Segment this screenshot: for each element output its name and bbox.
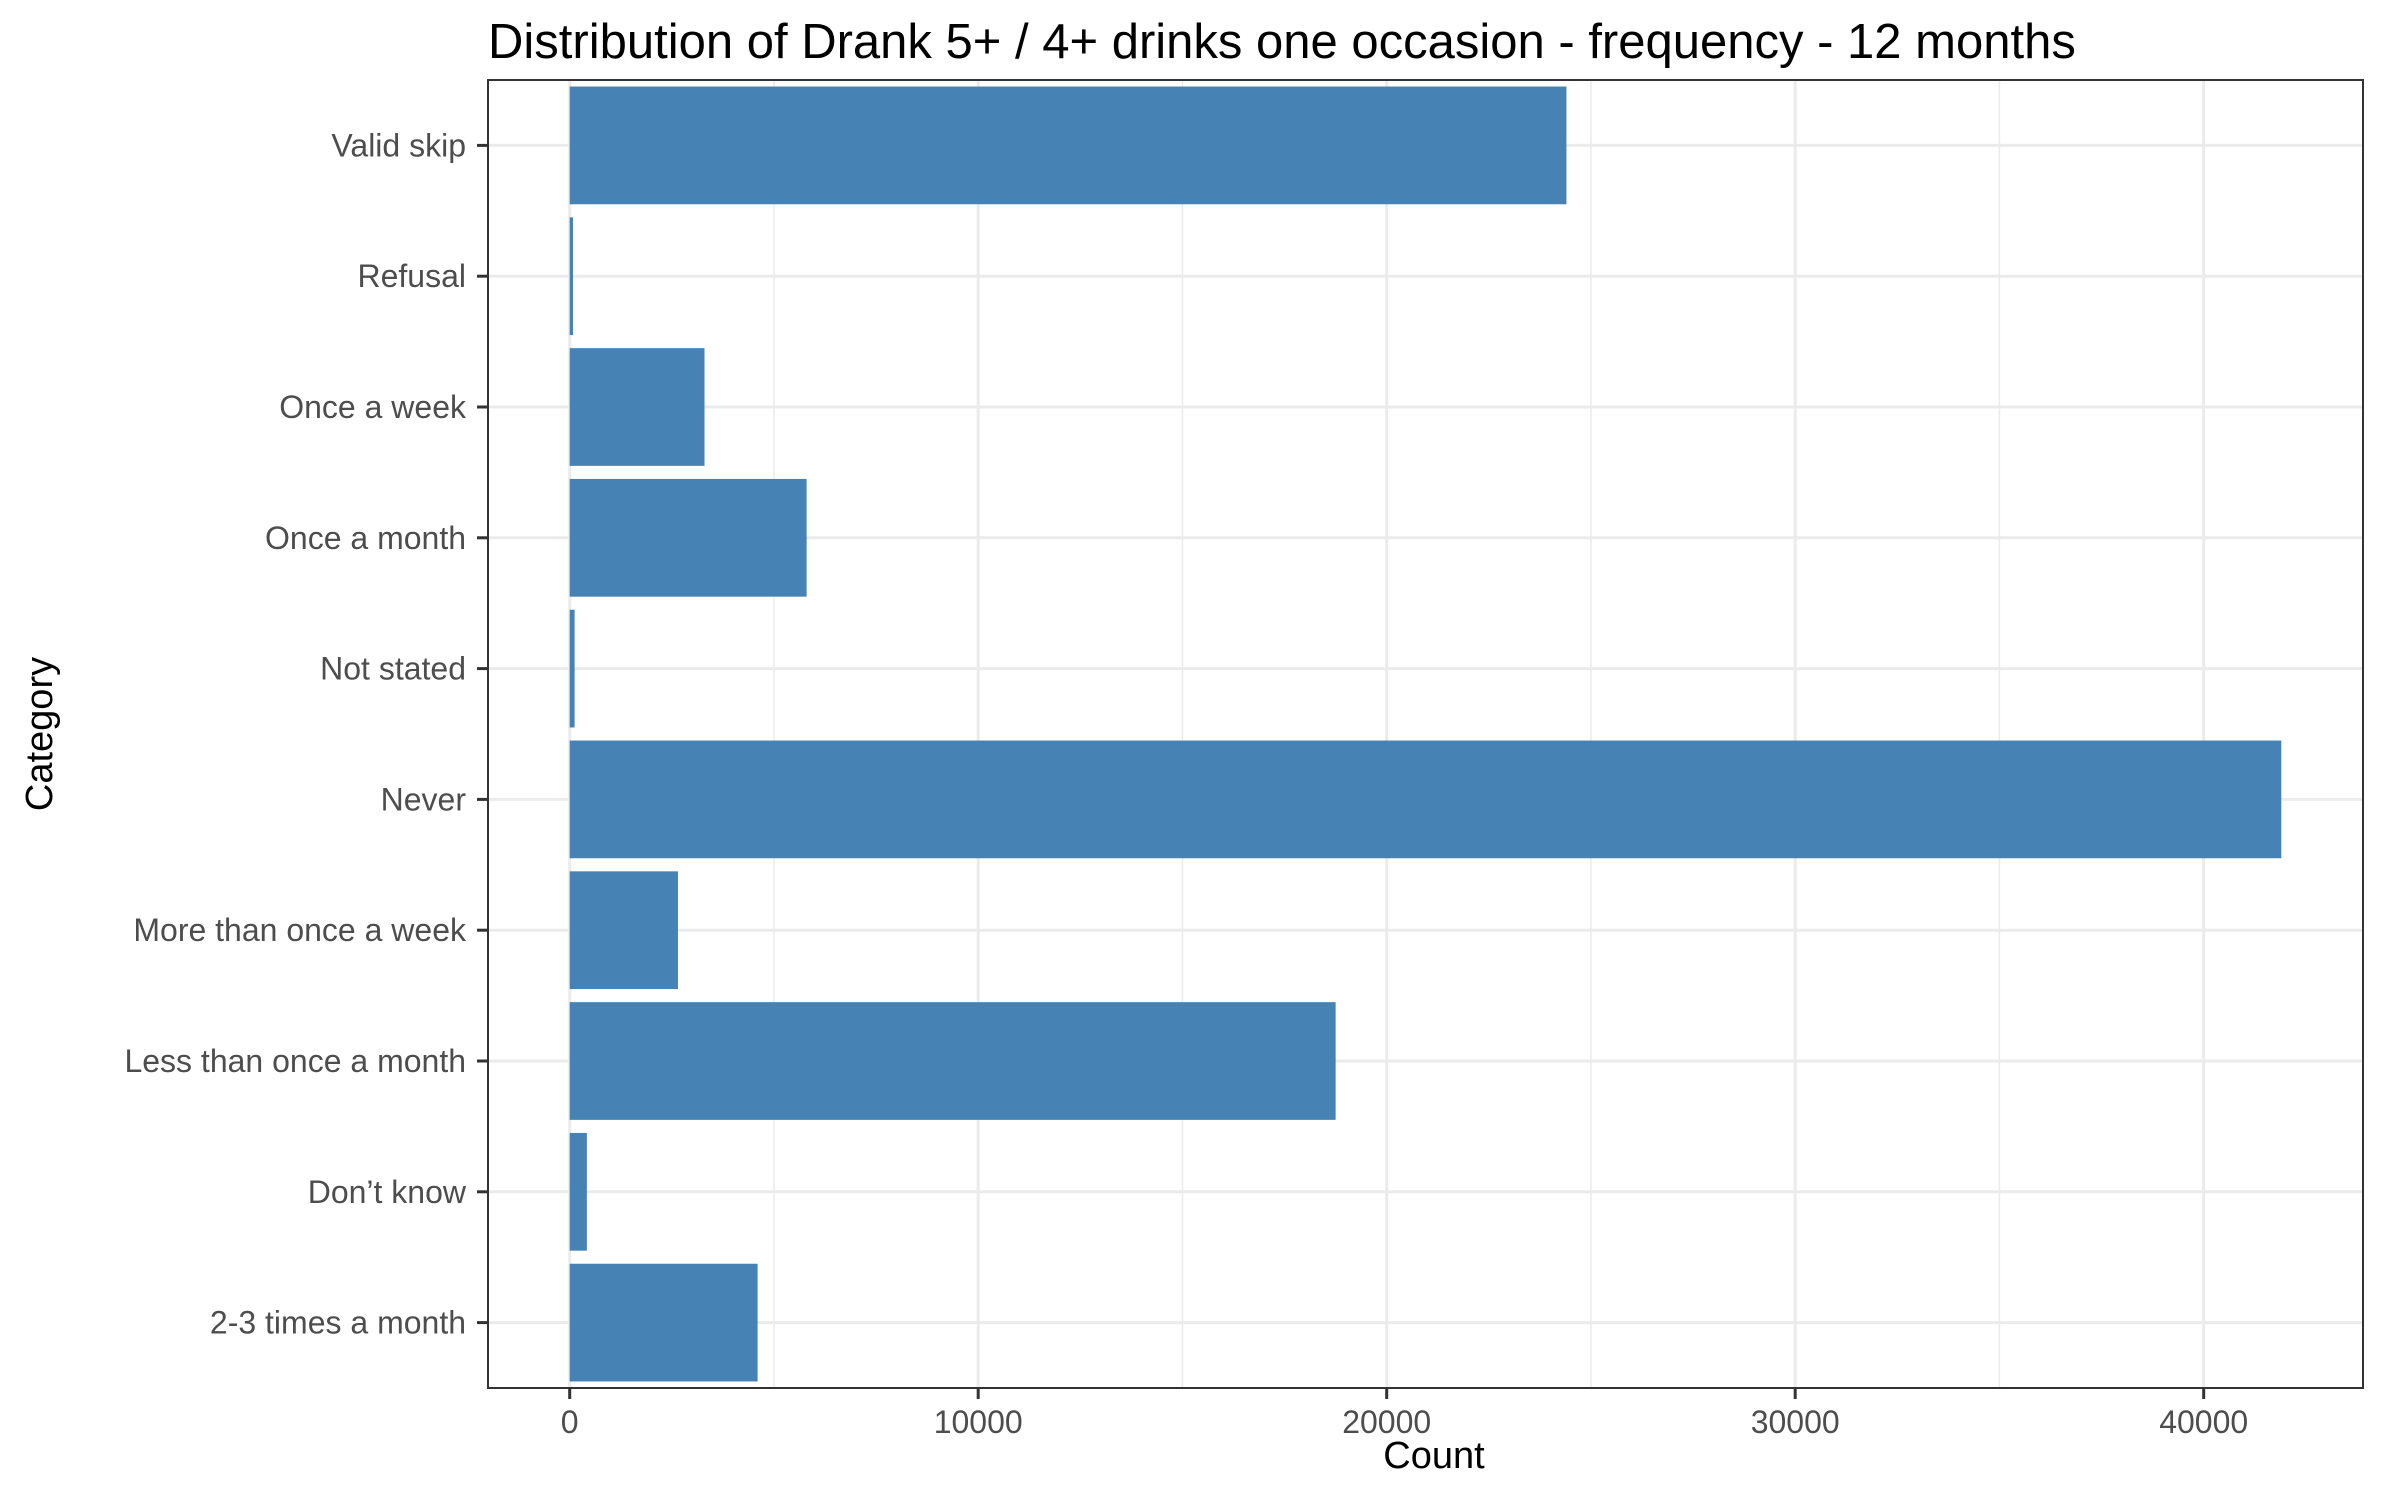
y-tick-label: 2-3 times a month xyxy=(210,1305,466,1341)
grid-lines xyxy=(488,80,2363,1388)
y-tick-label: Valid skip xyxy=(331,127,466,163)
y-axis: Valid skip Refusal Once a week Once a month… xyxy=(124,127,488,1341)
y-tick-label: Less than once a month xyxy=(124,1043,466,1079)
bar xyxy=(569,740,2282,859)
x-tick-label: 10000 xyxy=(934,1404,1023,1440)
y-tick-label: Never xyxy=(381,781,467,817)
chart-title: Distribution of Drank 5+ / 4+ drinks one… xyxy=(488,15,2076,69)
x-tick-label: 40000 xyxy=(2159,1404,2248,1440)
bars xyxy=(569,86,2282,1382)
bar xyxy=(569,1263,758,1382)
bar xyxy=(569,871,678,990)
y-tick-label: Refusal xyxy=(358,258,467,294)
bar xyxy=(569,1132,587,1251)
y-tick-label: Don’t know xyxy=(308,1174,467,1210)
y-tick-label: More than once a week xyxy=(133,912,467,948)
y-tick-label: Once a month xyxy=(265,520,466,556)
plot-panel-border xyxy=(487,79,2364,1389)
y-tick-label: Not stated xyxy=(320,651,466,687)
bar xyxy=(569,478,807,597)
bar xyxy=(569,86,1567,205)
x-axis-title: Count xyxy=(1383,1435,1485,1477)
x-tick-label: 0 xyxy=(561,1404,579,1440)
x-tick-label: 30000 xyxy=(1751,1404,1840,1440)
bar xyxy=(569,1002,1336,1120)
bar xyxy=(569,609,575,728)
y-tick-label: Once a week xyxy=(279,389,467,425)
bar xyxy=(569,217,573,336)
x-tick-label: 20000 xyxy=(1342,1404,1431,1440)
y-axis-title: Category xyxy=(19,657,61,811)
bar xyxy=(569,348,705,466)
x-axis: 0 10000 20000 30000 40000 xyxy=(561,1388,2248,1440)
